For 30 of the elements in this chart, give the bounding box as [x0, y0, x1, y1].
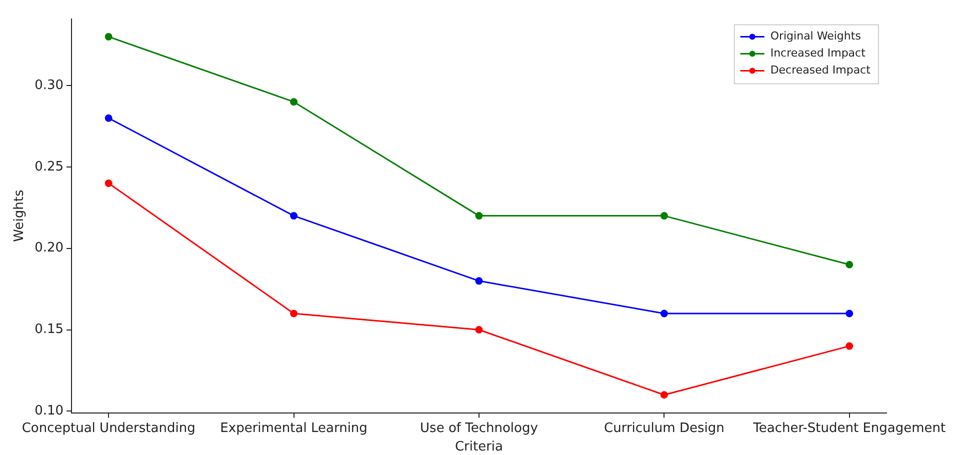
- point: [290, 212, 298, 220]
- legend-label: Increased Impact: [770, 46, 866, 60]
- point: [475, 212, 483, 220]
- y-tick-label: 0.20: [34, 240, 64, 256]
- point: [290, 98, 298, 106]
- x-tick-label: Conceptual Understanding: [22, 420, 196, 436]
- point: [290, 310, 298, 318]
- y-tick-label: 0.30: [34, 78, 64, 93]
- x-tick-label: Teacher-Student Engagement: [752, 420, 946, 436]
- point: [104, 32, 112, 40]
- point: [660, 391, 668, 399]
- y-tick-label: 0.25: [34, 159, 64, 174]
- point: [104, 114, 112, 122]
- x-axis-title: Criteria: [454, 440, 504, 455]
- x-tick-label: Use of Technology: [420, 420, 538, 436]
- point: [660, 212, 668, 220]
- x-tick-label: Curriculum Design: [604, 420, 724, 436]
- legend-label: Decreased Impact: [770, 64, 872, 77]
- y-tick-label: 0.15: [34, 322, 64, 338]
- y-tick-label: 0.10: [34, 404, 64, 419]
- point: [660, 310, 668, 318]
- legend-label: Original Weights: [770, 30, 862, 43]
- point: [104, 179, 112, 187]
- point: [475, 277, 483, 285]
- point: [846, 310, 854, 318]
- point: [846, 342, 854, 350]
- y-axis-title: Weights: [12, 190, 28, 242]
- x-tick-label: Experimental Learning: [220, 420, 368, 436]
- point: [475, 326, 483, 334]
- point: [846, 260, 854, 268]
